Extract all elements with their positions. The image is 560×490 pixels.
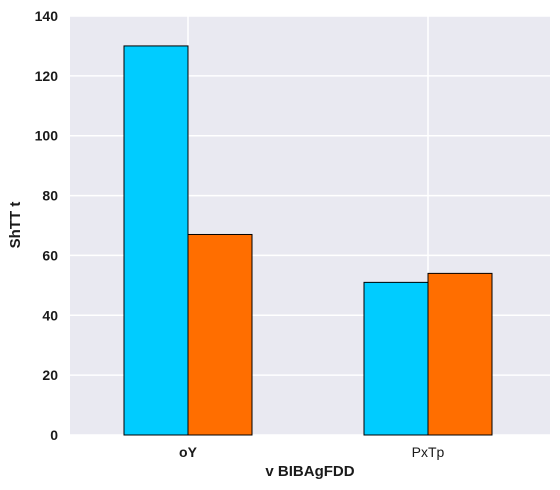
y-tick-label: 80 — [42, 188, 58, 204]
y-tick-label: 100 — [35, 128, 59, 144]
y-tick-label: 0 — [50, 427, 58, 443]
x-axis-title: v BIBAgFDD — [265, 463, 354, 480]
y-tick-label: 120 — [35, 68, 59, 84]
bar-PxTp-1 — [363, 281, 429, 436]
x-tick-labels: oY PxTp — [179, 444, 444, 460]
y-tick-label: 40 — [42, 307, 58, 323]
x-tick-label: PxTp — [412, 444, 445, 460]
y-tick-labels: 0 20 40 60 80 100 120 140 — [35, 8, 59, 443]
bar-PxTp-2 — [427, 272, 493, 436]
y-tick-label: 20 — [42, 367, 58, 383]
bar-oY-2 — [187, 233, 253, 436]
y-tick-label: 60 — [42, 247, 58, 263]
x-tick-label: oY — [179, 444, 198, 460]
bar-oY-1 — [123, 45, 189, 436]
y-tick-label: 140 — [35, 8, 59, 24]
y-axis-title: ShTT t — [7, 202, 24, 249]
bars — [123, 45, 493, 436]
